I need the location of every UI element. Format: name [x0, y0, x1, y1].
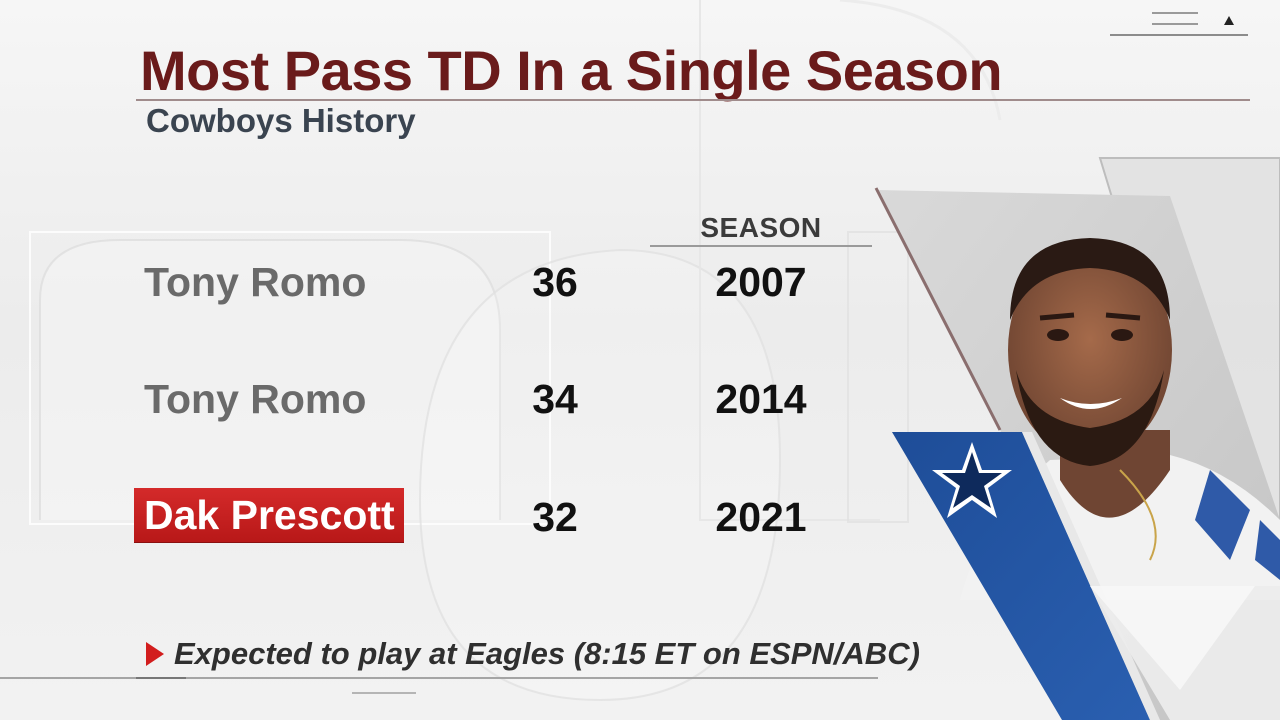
pass-td-value: 36 — [532, 259, 578, 305]
column-header-divider — [650, 245, 872, 247]
star-icon — [932, 442, 1012, 518]
footer-accent-line — [136, 677, 186, 679]
footnote: Expected to play at Eagles (8:15 ET on E… — [146, 636, 920, 672]
title-divider — [136, 99, 1250, 101]
triangle-up-icon — [1224, 16, 1234, 25]
footnote-text: Expected to play at Eagles (8:15 ET on E… — [174, 636, 920, 671]
season-column-header: SEASON — [700, 212, 822, 243]
table-row: Tony Romo 34 2014 — [0, 371, 880, 431]
page-subtitle: Cowboys History — [146, 102, 416, 139]
page-title: Most Pass TD In a Single Season — [140, 39, 1003, 102]
table-row: Tony Romo 36 2007 — [0, 254, 880, 314]
season-value: 2014 — [715, 376, 807, 422]
pass-td-value: 32 — [532, 494, 578, 540]
player-name: Tony Romo — [144, 376, 367, 422]
table-row-highlighted: Dak Prescott 32 2021 — [0, 488, 880, 549]
player-name: Tony Romo — [144, 259, 367, 305]
season-value: 2007 — [715, 259, 807, 305]
footer-short-line — [352, 692, 416, 694]
season-value: 2021 — [715, 494, 807, 540]
player-name-highlighted: Dak Prescott — [134, 488, 404, 542]
pass-td-value: 34 — [532, 376, 578, 422]
play-arrow-icon — [146, 642, 164, 666]
footer-divider — [0, 677, 878, 679]
